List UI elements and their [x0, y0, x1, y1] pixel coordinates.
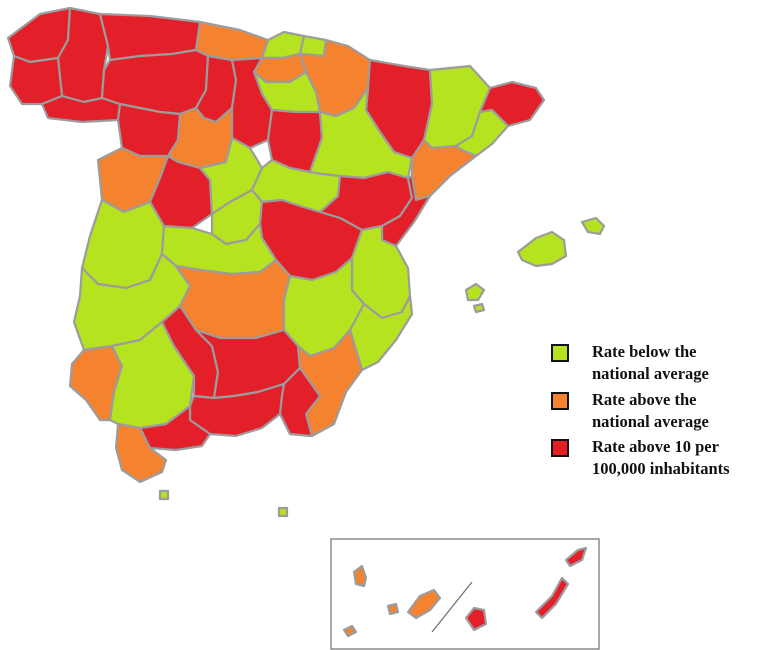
province-avila — [148, 154, 214, 230]
province-las-palmas-gran-canaria — [464, 606, 488, 632]
legend-item-above-10: Rate above 10 per 100,000 inhabitants — [551, 436, 761, 480]
province-las-palmas-lanzarote — [564, 546, 588, 568]
province-baleares-menorca — [580, 216, 606, 236]
province-leon — [100, 48, 210, 116]
province-baleares-mallorca — [516, 230, 568, 268]
province-tenerife-hierro — [342, 624, 358, 638]
province-gipuzkoa — [298, 34, 328, 58]
province-baleares-formentera — [472, 302, 486, 314]
legend-swatch-above-average — [551, 392, 569, 410]
province-almeria — [278, 366, 322, 438]
legend-label-above-10: Rate above 10 per 100,000 inhabitants — [592, 437, 730, 478]
province-cadiz — [114, 422, 168, 484]
province-pontevedra — [8, 54, 64, 106]
legend-swatch-above-10 — [551, 439, 569, 457]
inset-separator — [431, 581, 473, 633]
legend-swatch-below-average — [551, 344, 569, 362]
province-las-palmas-fuerteventura — [534, 576, 570, 620]
legend-label-above-average: Rate above the national average — [592, 390, 709, 431]
legend-item-above-average: Rate above the national average — [551, 389, 761, 433]
legend-label-below-average: Rate below the national average — [592, 342, 709, 383]
enclave-melilla — [277, 506, 289, 518]
map-legend: Rate below the national average Rate abo… — [551, 341, 761, 486]
province-tenerife-la-palma — [352, 564, 368, 588]
province-tenerife-gomera — [386, 602, 400, 616]
province-tenerife-island — [406, 588, 442, 620]
enclave-ceuta — [158, 489, 170, 501]
legend-item-below-average: Rate below the national average — [551, 341, 761, 385]
province-baleares-ibiza — [464, 282, 486, 302]
